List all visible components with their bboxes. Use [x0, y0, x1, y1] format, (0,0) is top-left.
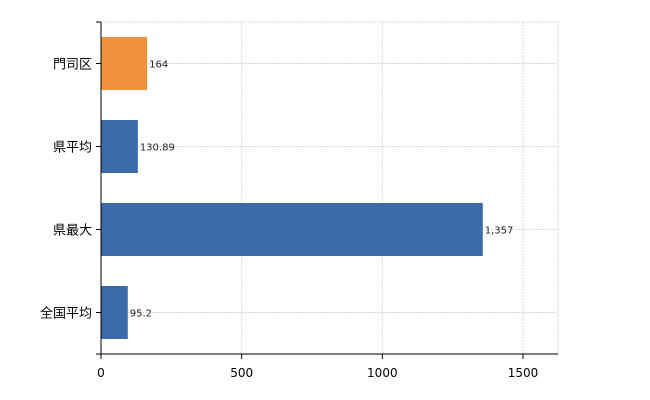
- category-label-0: 門司区: [53, 58, 92, 73]
- data-labels: 164 130.89 1,357 95.2: [130, 60, 514, 320]
- data-label-2: 1,357: [485, 226, 514, 237]
- bar-1: [101, 120, 138, 173]
- category-label-2: 県最大: [53, 224, 92, 239]
- data-label-0: 164: [149, 60, 168, 71]
- bar-2: [101, 203, 483, 256]
- axes: [96, 21, 558, 355]
- bar-0: [101, 37, 148, 90]
- category-label-1: 県平均: [53, 141, 92, 156]
- bars: [101, 37, 483, 339]
- data-label-3: 95.2: [130, 309, 152, 320]
- x-tick-label-1000: 1000: [367, 366, 398, 380]
- x-tick-label-500: 500: [230, 366, 253, 380]
- grid-lines: [101, 21, 559, 354]
- x-ticks: 0 500 1000 1500: [97, 354, 538, 380]
- category-label-3: 全国平均: [40, 306, 92, 322]
- x-tick-label-0: 0: [97, 366, 105, 380]
- data-label-1: 130.89: [140, 143, 175, 154]
- x-tick-label-1500: 1500: [508, 366, 539, 380]
- bar-3: [101, 286, 128, 339]
